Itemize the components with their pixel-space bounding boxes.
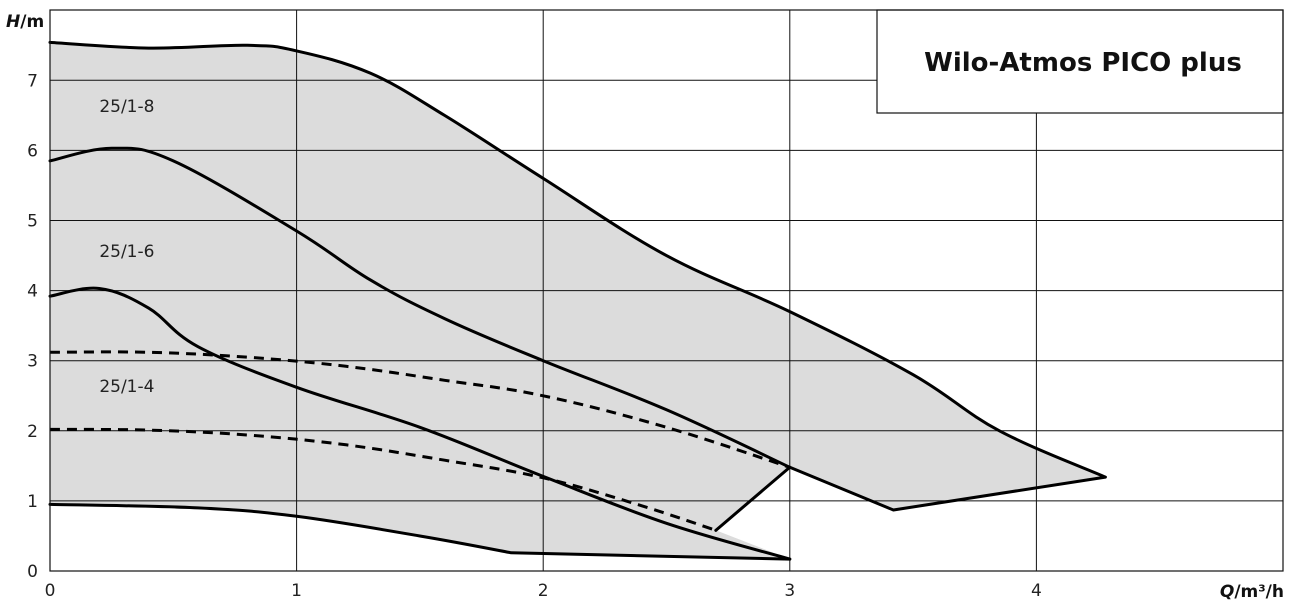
tick-labels: 0 1 2 3 4 0 1 2 3 4 5 6 7 <box>27 71 1042 601</box>
y-axis-label: H/m <box>6 12 44 32</box>
series-labels: 25/1-8 25/1-6 25/1-4 <box>99 97 154 397</box>
y-tick-label: 7 <box>27 71 38 91</box>
x-tick-label: 1 <box>291 581 302 601</box>
x-axis-label: Q/m³/h <box>1220 582 1284 602</box>
curves <box>48 40 1107 561</box>
grid <box>50 10 1283 571</box>
envelope-area <box>50 42 1106 560</box>
curve-25-1-6 <box>48 146 792 469</box>
x-tick-label: 0 <box>45 581 56 601</box>
chart-title: Wilo-Atmos PICO plus <box>924 48 1242 78</box>
y-tick-label: 6 <box>27 141 38 161</box>
x-tick-label: 2 <box>538 581 549 601</box>
series-label: 25/1-8 <box>99 97 154 117</box>
y-tick-label: 1 <box>27 492 38 512</box>
series-label: 25/1-6 <box>99 242 154 262</box>
y-tick-label: 5 <box>27 212 38 232</box>
curve-dashed-3 <box>49 350 791 469</box>
series-label: 25/1-4 <box>99 377 154 397</box>
y-tick-label: 3 <box>27 352 38 372</box>
curve-solid-6 <box>714 465 792 532</box>
title-box: Wilo-Atmos PICO plus <box>876 9 1284 114</box>
x-axis-unit: /m³/h <box>1234 582 1284 602</box>
curve-25-1-8 <box>48 40 1107 512</box>
y-axis-unit: /m <box>20 12 44 32</box>
y-tick-label: 4 <box>27 282 38 302</box>
y-tick-label: 0 <box>27 562 38 582</box>
title-box-frame <box>876 9 1284 114</box>
curve-dashed-4 <box>49 427 717 532</box>
x-tick-label: 3 <box>784 581 795 601</box>
operating-envelope <box>50 42 1106 560</box>
y-axis-symbol: H <box>6 12 20 32</box>
curve-25-1-4 <box>48 286 792 561</box>
x-axis-symbol: Q <box>1220 582 1234 602</box>
curve-solid-5 <box>48 502 792 561</box>
y-tick-label: 2 <box>27 422 38 442</box>
plot-frame <box>49 9 1284 572</box>
x-tick-label: 4 <box>1031 581 1042 601</box>
